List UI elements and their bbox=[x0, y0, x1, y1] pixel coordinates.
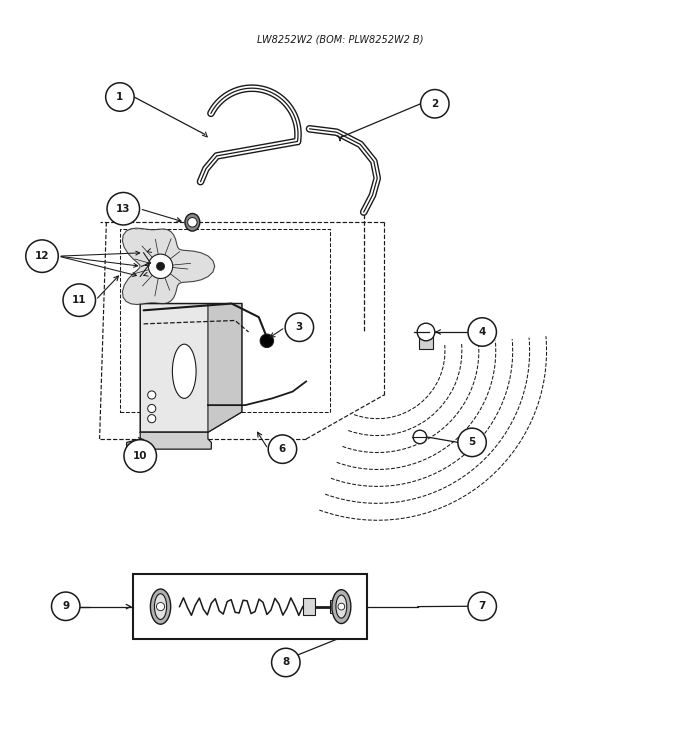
Circle shape bbox=[468, 318, 496, 346]
Circle shape bbox=[418, 323, 435, 340]
Circle shape bbox=[148, 254, 173, 278]
Circle shape bbox=[338, 603, 345, 610]
Ellipse shape bbox=[336, 595, 347, 618]
Circle shape bbox=[260, 334, 273, 348]
Text: 9: 9 bbox=[62, 601, 69, 612]
Circle shape bbox=[458, 428, 486, 456]
Text: 4: 4 bbox=[479, 327, 486, 337]
Circle shape bbox=[468, 592, 496, 620]
Text: 6: 6 bbox=[279, 444, 286, 454]
Circle shape bbox=[148, 405, 156, 413]
Circle shape bbox=[188, 217, 197, 227]
Text: 8: 8 bbox=[282, 658, 290, 668]
Circle shape bbox=[271, 648, 300, 677]
Circle shape bbox=[148, 391, 156, 399]
Ellipse shape bbox=[185, 214, 200, 231]
Ellipse shape bbox=[154, 593, 167, 620]
Text: 12: 12 bbox=[35, 252, 49, 261]
Text: 2: 2 bbox=[431, 98, 439, 109]
Bar bbox=[420, 332, 432, 349]
Polygon shape bbox=[122, 228, 215, 305]
Polygon shape bbox=[208, 303, 242, 432]
Text: 10: 10 bbox=[133, 451, 148, 461]
Ellipse shape bbox=[150, 589, 171, 624]
Text: 11: 11 bbox=[72, 295, 86, 305]
Circle shape bbox=[413, 430, 426, 444]
Text: LW8252W2 (BOM: PLW8252W2 B): LW8252W2 (BOM: PLW8252W2 B) bbox=[257, 34, 423, 44]
Circle shape bbox=[156, 603, 165, 611]
Bar bbox=[133, 574, 367, 639]
Circle shape bbox=[63, 284, 95, 316]
Text: 3: 3 bbox=[296, 322, 303, 332]
Circle shape bbox=[52, 592, 80, 620]
Text: 1: 1 bbox=[116, 92, 124, 102]
Circle shape bbox=[285, 313, 313, 341]
Text: 7: 7 bbox=[479, 601, 486, 612]
Bar bbox=[330, 600, 342, 613]
Bar bbox=[303, 599, 315, 615]
Polygon shape bbox=[126, 432, 211, 449]
Circle shape bbox=[107, 192, 139, 225]
Circle shape bbox=[105, 83, 134, 112]
Circle shape bbox=[148, 415, 156, 423]
Text: 13: 13 bbox=[116, 203, 131, 214]
Text: 5: 5 bbox=[469, 437, 476, 448]
Circle shape bbox=[268, 435, 296, 464]
Circle shape bbox=[156, 262, 165, 270]
Ellipse shape bbox=[332, 590, 351, 623]
Circle shape bbox=[421, 90, 449, 118]
Circle shape bbox=[26, 240, 58, 273]
Ellipse shape bbox=[173, 344, 196, 398]
Circle shape bbox=[124, 440, 156, 472]
Polygon shape bbox=[140, 303, 242, 432]
